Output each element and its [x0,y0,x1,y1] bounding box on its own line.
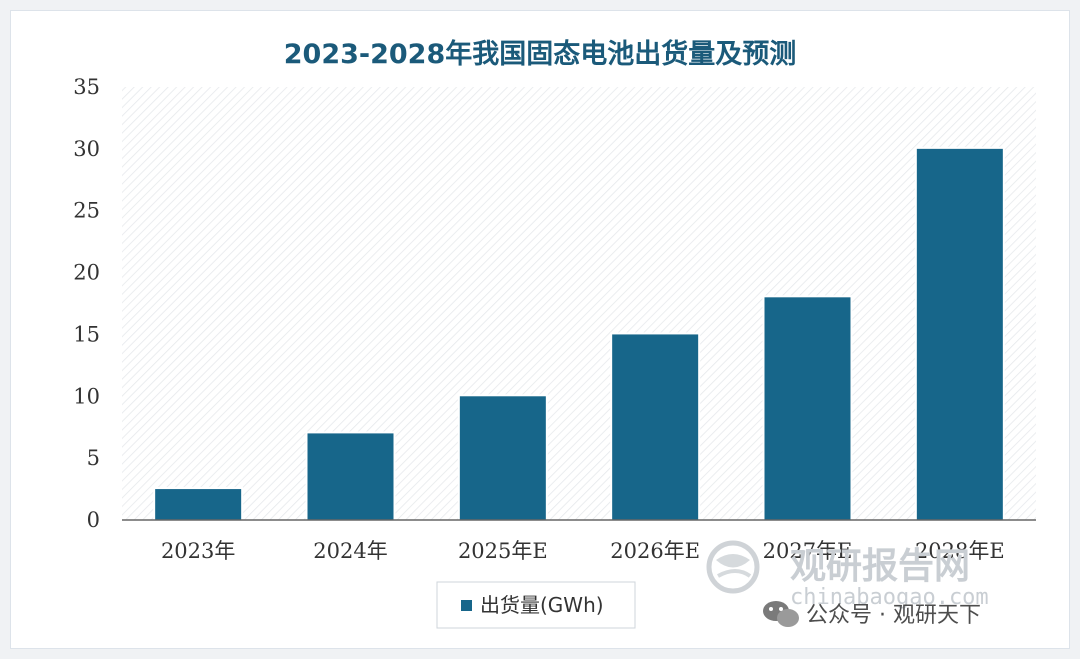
y-axis: 0 5 10 15 20 25 30 35 [73,75,100,532]
legend: 出货量(GWh) [436,581,636,629]
x-axis: 2023年 2024年 2025年E 2026年E 2027年E 2028年E [161,539,1005,563]
watermark-credit: 公众号 · 观研天下 [806,603,981,628]
x-tick-label: 2024年 [313,539,387,563]
bars [153,146,1005,520]
watermark: 观研报告网 chinabaogao.com 公众号 · 观研天下 [706,540,989,628]
chart-title: 2023-2028年我国固态电池出货量及预测 [284,38,797,70]
y-tick-label: 35 [73,75,100,99]
bar [155,489,242,520]
legend-swatch [461,600,472,611]
legend-label: 出货量(GWh) [480,593,604,617]
x-tick-label: 2027年E [763,539,853,563]
plot-area [122,87,1036,520]
x-tick-label: 2026年E [610,539,700,563]
y-tick-label: 15 [73,322,100,346]
watermark-brand: 观研报告网 [790,546,970,587]
bar [459,396,546,520]
y-tick-label: 25 [73,199,100,223]
bar [764,297,851,520]
x-tick-label: 2025年E [458,539,548,563]
wechat-icon [763,601,799,627]
bar [612,334,699,520]
watermark-site: chinabaogao.com [790,585,989,610]
y-tick-label: 20 [73,261,100,285]
bar [916,148,1003,520]
bar [307,433,394,520]
y-tick-label: 5 [87,446,100,470]
y-tick-label: 30 [73,137,100,161]
x-tick-label: 2023年 [161,539,235,563]
x-tick-label: 2028年E [915,539,1005,563]
y-tick-label: 10 [73,384,100,408]
swirl-logo-icon [706,540,760,594]
y-tick-label: 0 [87,508,100,532]
